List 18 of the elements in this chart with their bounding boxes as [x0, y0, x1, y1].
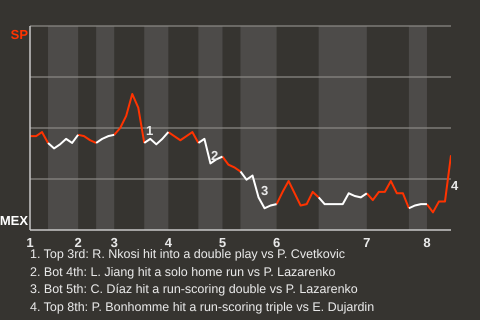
annotation: 4	[451, 178, 458, 193]
x-tick-label: 8	[423, 235, 431, 250]
annotation: 1	[146, 123, 154, 138]
x-tick-label: 7	[363, 235, 370, 250]
x-tick-label: 3	[110, 235, 118, 250]
text: 3. Bot 5th: C. Díaz hit a run-scoring double vs P. Lazarenko	[30, 281, 359, 298]
text: 2. Bot 4th: L. Jiang hit a solo home run vs P. Lazarenko	[30, 264, 337, 281]
x-tick-label: 5	[218, 235, 226, 250]
text: SP	[10, 27, 28, 42]
x-tick-label: 2	[74, 235, 82, 250]
text: MEX	[0, 213, 28, 228]
annotation: 3	[261, 183, 268, 198]
x-tick-label: 1	[26, 235, 34, 250]
annotation: 2	[211, 148, 218, 163]
text: 4. Top 8th: P. Bonhomme hit a run-scoring triple vs E. Dujardin	[30, 298, 374, 316]
text: 1. Top 3rd: R. Nkosi hit into a double play vs P. Cvetkovic	[30, 247, 345, 261]
x-tick-label: 6	[272, 235, 280, 250]
x-tick-label: 4	[164, 235, 173, 250]
